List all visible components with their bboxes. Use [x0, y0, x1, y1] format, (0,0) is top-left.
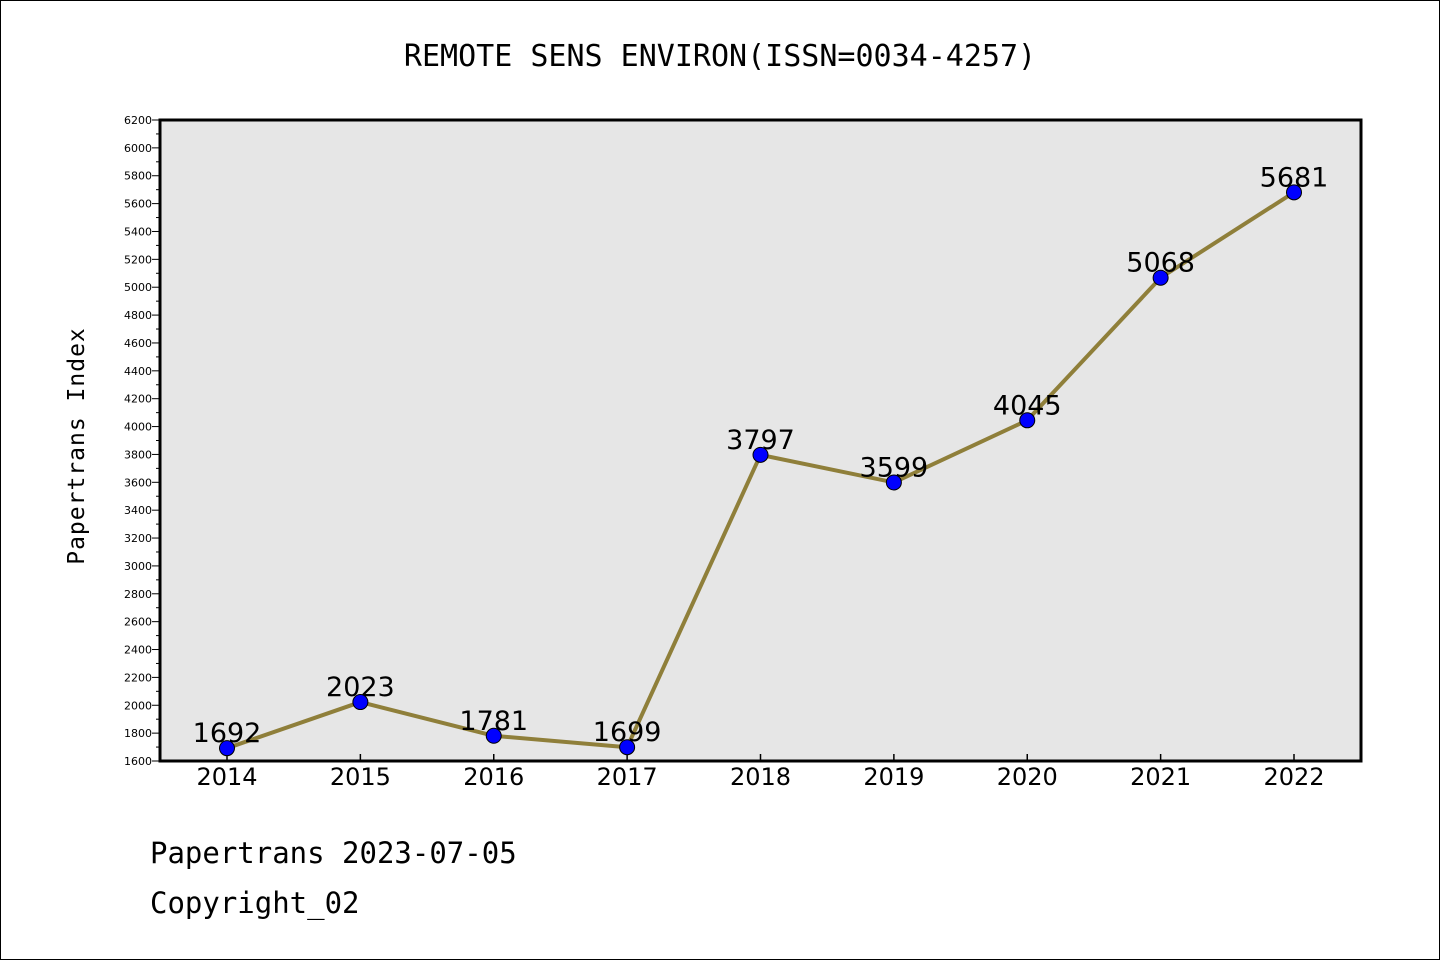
x-tick-label: 2022: [1263, 763, 1324, 791]
x-tick-label: 2018: [730, 763, 791, 791]
y-tick-label: 2200: [124, 671, 152, 684]
y-tick-label: 3800: [124, 448, 152, 461]
y-tick-label: 6200: [124, 114, 152, 127]
data-point-marker: [1019, 412, 1036, 429]
data-point-marker: [1286, 184, 1302, 201]
y-tick-label: 6000: [124, 142, 152, 155]
data-point-marker: [219, 740, 235, 757]
x-tick-label: 2017: [597, 763, 658, 791]
x-axis: 2014 2015 2016 2017 2018 2019 2020 2021 2022: [196, 754, 1325, 791]
y-tick-label: 3200: [124, 532, 152, 545]
y-tick-label: 1800: [124, 727, 152, 740]
data-point-marker: [352, 694, 369, 711]
x-tick-label: 2019: [863, 763, 924, 791]
data-point-marker: [485, 727, 502, 744]
y-tick-label: 2600: [124, 616, 152, 629]
y-axis-label: Papertrans Index: [64, 327, 90, 565]
y-tick-label: 4600: [124, 337, 152, 350]
y-tick-label: 5800: [124, 170, 152, 183]
plot-border: [158, 118, 1363, 763]
chart-title: REMOTE SENS ENVIRON(ISSN=0034-4257): [404, 39, 1036, 74]
plot-area: [160, 120, 1361, 761]
y-tick-label: 5200: [124, 253, 152, 266]
y-tick-label: 2400: [124, 644, 152, 657]
y-tick-label: 5600: [124, 198, 152, 211]
x-tick-label: 2020: [997, 763, 1058, 791]
y-tick-label: 2000: [124, 699, 152, 712]
y-tick-label: 2800: [124, 588, 152, 601]
data-point-marker: [752, 446, 769, 463]
y-tick-label: 1600: [124, 755, 152, 768]
y-tick-label: 5400: [124, 225, 152, 238]
y-tick-label: 3600: [124, 476, 152, 489]
y-tick-label: 5000: [124, 281, 152, 294]
data-point-marker: [619, 739, 636, 756]
y-tick-label: 4200: [124, 393, 152, 406]
y-tick-label: 3000: [124, 560, 152, 573]
y-axis: 1600 1800 2000 2200 2400 2600 2800 3000 3200 3400…: [124, 114, 160, 768]
x-tick-label: 2021: [1130, 763, 1191, 791]
data-point-marker: [1152, 269, 1169, 286]
y-tick-label: 4400: [124, 365, 152, 378]
x-tick-label: 2015: [330, 763, 391, 791]
footer-date-text: Papertrans 2023-07-05: [150, 836, 517, 870]
x-tick-label: 2014: [196, 763, 257, 791]
footer-copyright-text: Copyright_02: [150, 886, 360, 920]
x-tick-label: 2016: [463, 763, 524, 791]
data-point-marker: [885, 474, 902, 491]
y-tick-label: 3400: [124, 504, 152, 517]
y-tick-label: 4000: [124, 421, 152, 434]
y-tick-label: 4800: [124, 309, 152, 322]
